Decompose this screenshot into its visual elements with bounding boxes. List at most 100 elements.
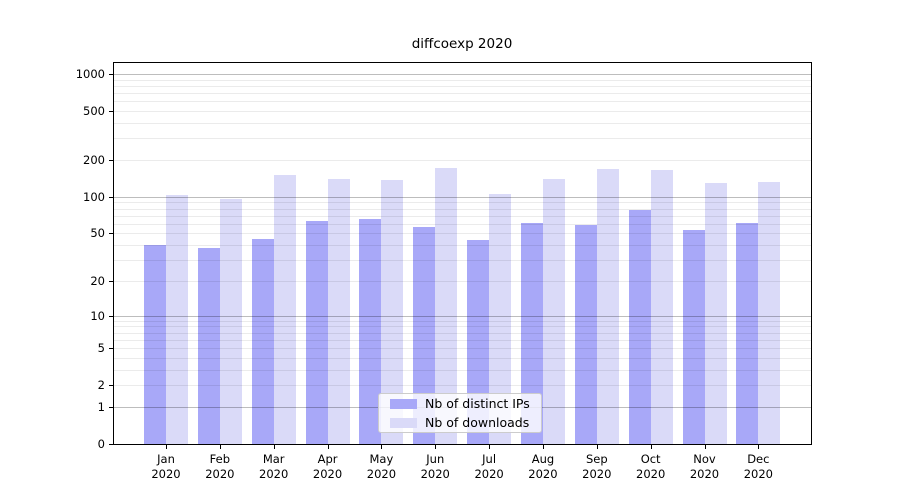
- xtick-aug: [542, 445, 544, 449]
- bar-distinct-ips-jan: [144, 245, 166, 444]
- gridline-minor-40: [113, 245, 811, 247]
- ytick-label-100: 100: [83, 189, 105, 204]
- spine-left: [113, 61, 114, 445]
- gridline-minor-90: [113, 202, 811, 204]
- ytick-label-200: 200: [83, 153, 105, 168]
- bar-distinct-ips-oct: [628, 210, 651, 444]
- ytick-label-1: 1: [97, 399, 105, 414]
- bar-downloads-apr: [327, 179, 350, 444]
- bar-downloads-feb: [219, 198, 242, 444]
- gridline-minor-8: [113, 326, 811, 328]
- bar-distinct-ips-aug: [520, 223, 543, 444]
- bar-distinct-ips-may: [359, 218, 382, 444]
- gridline-minor-400: [113, 123, 811, 125]
- ytick-500: [109, 111, 113, 113]
- gridline-major-10: [113, 315, 811, 317]
- xtick-label-jun: Jun 2020: [420, 452, 450, 481]
- ytick-20: [109, 280, 113, 282]
- bar-downloads-jul: [489, 193, 512, 444]
- gridline-minor-6: [113, 339, 811, 341]
- ytick-10: [109, 315, 113, 317]
- legend-item-downloads: Nb of downloads: [390, 415, 531, 430]
- gridline-minor-20: [113, 280, 811, 282]
- legend-label-downloads: Nb of downloads: [425, 415, 530, 430]
- bar-downloads-jan: [166, 195, 188, 444]
- gridline-minor-80: [113, 208, 811, 210]
- gridline-minor-70: [113, 215, 811, 217]
- bar-distinct-ips-dec: [736, 223, 759, 444]
- xtick-label-sep: Sep 2020: [582, 452, 612, 481]
- bar-downloads-sep: [596, 169, 619, 444]
- bar-downloads-nov: [704, 182, 727, 444]
- bar-distinct-ips-sep: [574, 224, 597, 444]
- legend-swatch-downloads: [390, 417, 417, 428]
- ytick-0: [109, 444, 113, 445]
- gridline-minor-60: [113, 223, 811, 225]
- ytick-label-2: 2: [97, 378, 105, 393]
- ytick-50: [109, 233, 113, 235]
- gridline-minor-5: [113, 348, 811, 350]
- xtick-mar: [273, 445, 275, 449]
- ytick-label-50: 50: [90, 226, 105, 241]
- gridline-minor-7: [113, 332, 811, 334]
- gridline-minor-300: [113, 138, 811, 140]
- spine-bottom: [113, 444, 812, 445]
- gridline-minor-4: [113, 357, 811, 359]
- bar-distinct-ips-nov: [682, 230, 705, 444]
- gridline-major-1000: [113, 74, 811, 76]
- gridline-minor-200: [113, 160, 811, 162]
- xtick-label-dec: Dec 2020: [743, 452, 773, 481]
- gridline-minor-9: [113, 320, 811, 322]
- bar-downloads-mar: [273, 174, 296, 444]
- gridline-minor-50: [113, 233, 811, 235]
- gridline-minor-30: [113, 260, 811, 262]
- xtick-oct: [650, 445, 652, 449]
- xtick-label-nov: Nov 2020: [689, 452, 720, 481]
- ytick-label-5: 5: [97, 341, 105, 356]
- xtick-label-jul: Jul 2020: [474, 452, 504, 481]
- bar-downloads-jun: [435, 168, 458, 444]
- spine-top: [113, 61, 812, 63]
- gridline-minor-800: [113, 86, 811, 87]
- xtick-label-aug: Aug 2020: [528, 452, 558, 481]
- bar-downloads-oct: [650, 169, 673, 444]
- xtick-label-feb: Feb 2020: [205, 452, 235, 481]
- xtick-apr: [327, 445, 329, 449]
- xtick-label-jan: Jan 2020: [151, 452, 181, 481]
- bar-distinct-ips-apr: [305, 221, 328, 444]
- ytick-1000: [109, 74, 113, 76]
- xtick-jan: [166, 445, 167, 449]
- ytick-label-20: 20: [90, 273, 105, 288]
- xtick-label-mar: Mar 2020: [259, 452, 289, 481]
- ytick-1: [109, 406, 113, 408]
- bar-downloads-may: [381, 180, 404, 444]
- legend: Nb of distinct IPs Nb of downloads: [378, 393, 542, 433]
- xtick-may: [381, 445, 383, 449]
- xtick-feb: [219, 445, 221, 449]
- ytick-label-0: 0: [97, 437, 105, 451]
- xtick-sep: [596, 445, 598, 449]
- xtick-jun: [435, 445, 437, 449]
- bar-downloads-aug: [542, 178, 565, 444]
- ytick-label-500: 500: [83, 104, 105, 119]
- gridline-minor-2: [113, 385, 811, 387]
- legend-item-distinct-ips: Nb of distinct IPs: [390, 396, 531, 411]
- ytick-100: [109, 196, 113, 198]
- ytick-label-1000: 1000: [75, 67, 105, 82]
- xtick-nov: [704, 445, 706, 449]
- chart-title: diffcoexp 2020: [411, 36, 513, 52]
- bar-distinct-ips-mar: [251, 238, 274, 444]
- bar-downloads-dec: [758, 181, 781, 444]
- gridline-major-100: [113, 196, 811, 198]
- ytick-200: [109, 160, 113, 162]
- xtick-dec: [758, 445, 760, 449]
- gridline-minor-600: [113, 101, 811, 103]
- ytick-5: [109, 348, 113, 350]
- xtick-label-apr: Apr 2020: [312, 452, 343, 481]
- ytick-2: [109, 385, 113, 387]
- xtick-label-oct: Oct 2020: [636, 452, 666, 481]
- gridline-minor-3: [113, 369, 811, 371]
- legend-swatch-distinct-ips: [390, 398, 417, 409]
- bar-distinct-ips-jun: [413, 226, 436, 444]
